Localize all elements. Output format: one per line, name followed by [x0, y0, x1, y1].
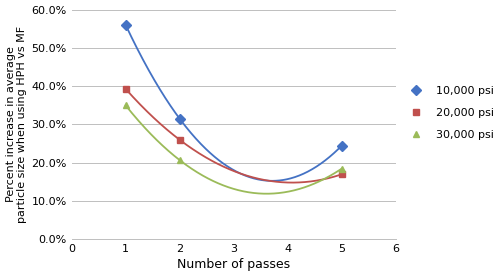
Legend: 10,000 psi, 20,000 psi, 30,000 psi: 10,000 psi, 20,000 psi, 30,000 psi: [404, 86, 494, 140]
30,000 psi: [176, 158, 182, 162]
Line: 10,000 psi: 10,000 psi: [122, 21, 346, 149]
10,000 psi: [339, 144, 345, 147]
20,000 psi: [122, 87, 128, 91]
30,000 psi: [122, 104, 128, 107]
10,000 psi: [122, 23, 128, 27]
20,000 psi: [339, 173, 345, 176]
Y-axis label: Percent increase in average
particle size when using HPH vs MF: Percent increase in average particle siz…: [6, 26, 27, 223]
20,000 psi: [176, 138, 182, 142]
10,000 psi: [176, 117, 182, 120]
X-axis label: Number of passes: Number of passes: [177, 258, 290, 271]
Line: 30,000 psi: 30,000 psi: [122, 102, 346, 172]
30,000 psi: [339, 167, 345, 170]
Line: 20,000 psi: 20,000 psi: [122, 85, 346, 178]
